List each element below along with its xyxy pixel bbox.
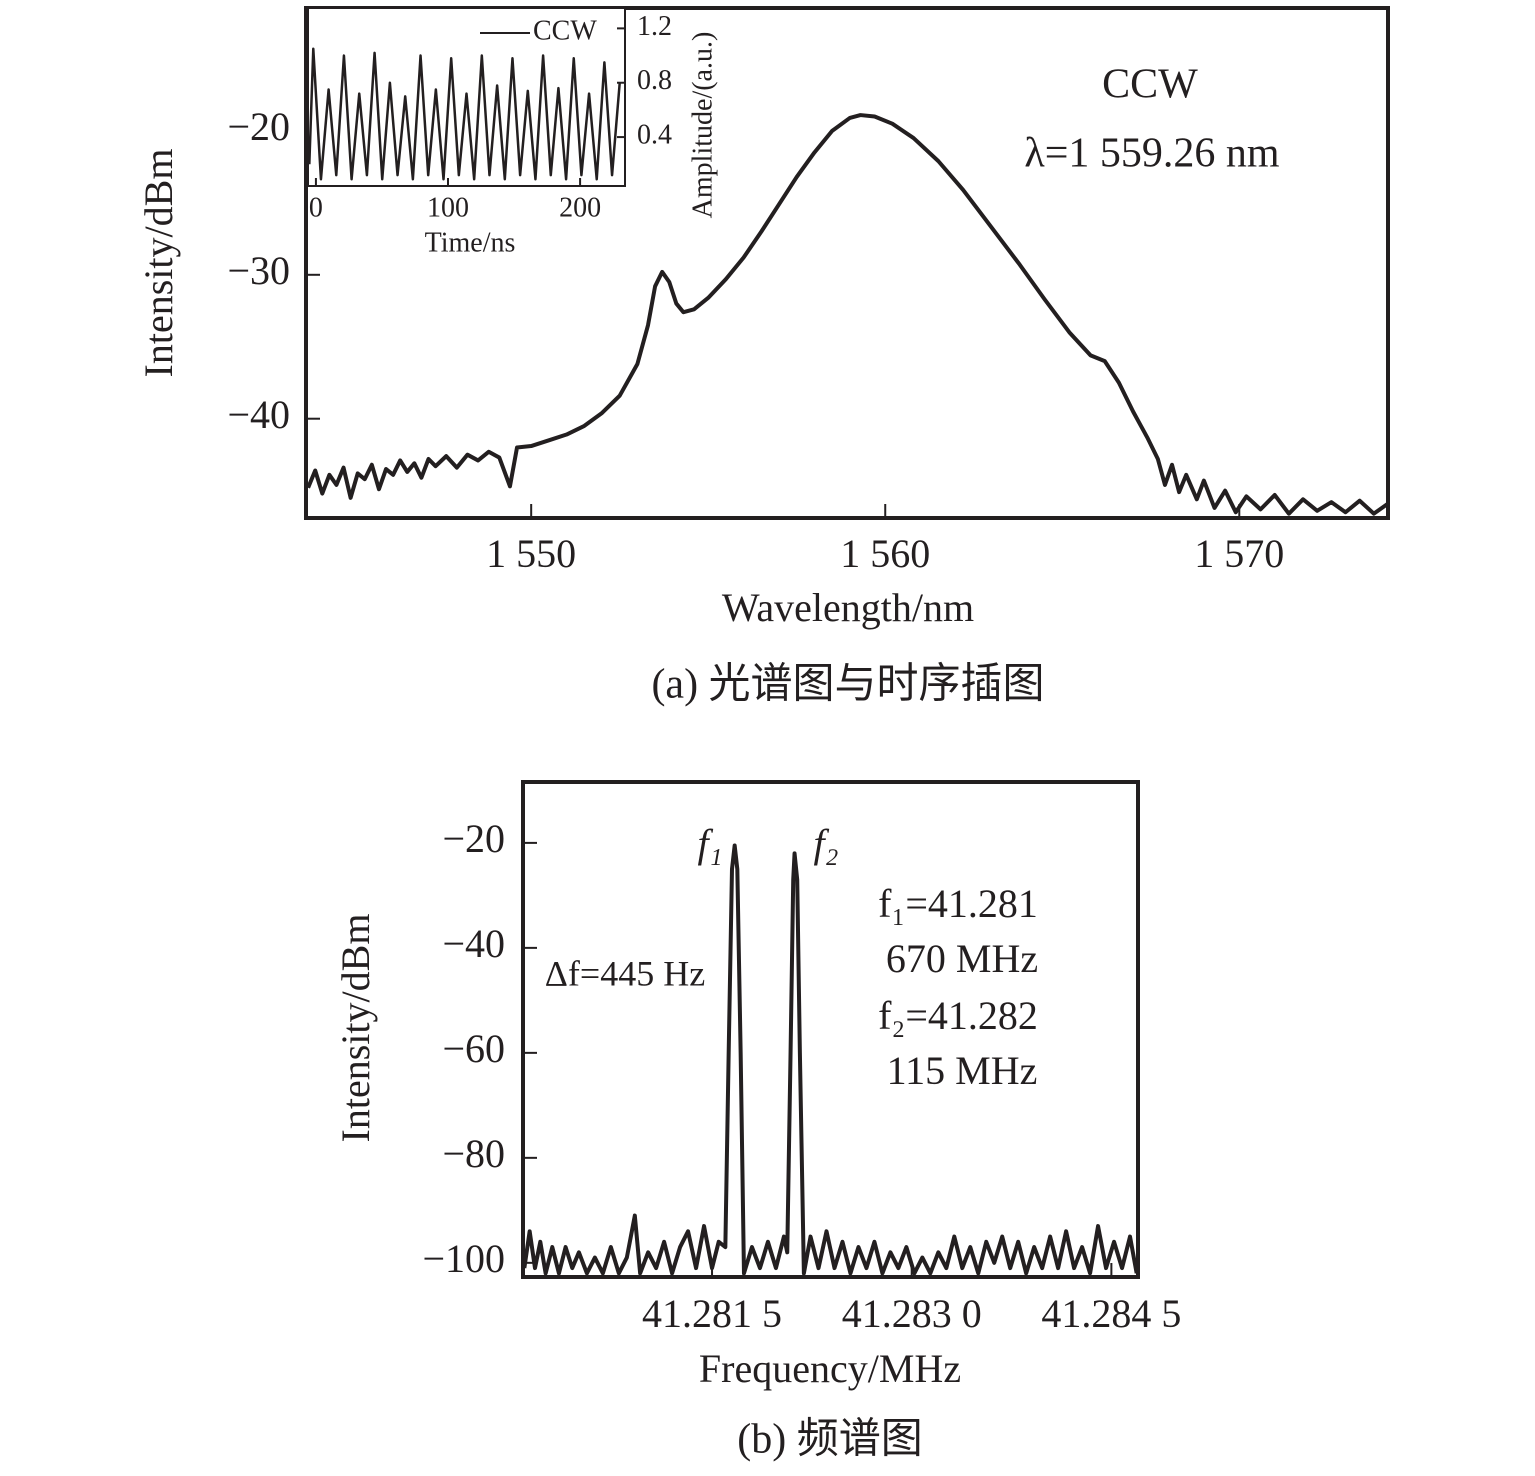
- plot-frame: [521, 780, 1140, 1279]
- y-axis-title: Intensity/dBm: [136, 149, 181, 378]
- caption: (a) 光谱图与时序插图: [651, 662, 1044, 708]
- x-axis-title: Wavelength/nm: [722, 585, 974, 630]
- data-line: [306, 113, 1390, 516]
- x-axis-title: Frequency/MHz: [699, 1346, 961, 1391]
- y-tick-label: −60: [442, 1026, 505, 1071]
- x-tick-label: 1 560: [840, 531, 930, 576]
- y-tick-label: 1.2: [637, 11, 672, 42]
- annotation: f₂=41.282: [878, 993, 1038, 1038]
- data-line: [522, 843, 1139, 1276]
- y-tick-label: 0.8: [637, 65, 672, 96]
- annotation: f₂: [813, 821, 838, 866]
- caption: (b) 频谱图: [737, 1417, 922, 1463]
- y-axis-title: Intensity/dBm: [333, 914, 378, 1143]
- annotation: f₁=41.281: [878, 881, 1038, 926]
- annotation: f₁: [697, 821, 722, 866]
- y-tick-label: −40: [442, 921, 505, 966]
- y-tick-label: 0.4: [637, 120, 672, 151]
- x-tick-label: 100: [427, 192, 469, 223]
- x-tick-label: 1 570: [1194, 531, 1284, 576]
- annotation: 670 MHz: [886, 936, 1038, 981]
- x-tick-label: 41.284 5: [1041, 1291, 1181, 1336]
- x-axis-title: Time/ns: [425, 227, 516, 258]
- x-tick-label: 41.283 0: [842, 1291, 982, 1336]
- data-line: [308, 47, 621, 181]
- y-tick-label: −40: [227, 392, 290, 437]
- annotation: λ=1 559.26 nm: [1024, 131, 1280, 177]
- y-tick-label: −30: [227, 248, 290, 293]
- y-tick-label: −80: [442, 1131, 505, 1176]
- y-tick-label: −20: [442, 816, 505, 861]
- x-tick-label: 1 550: [486, 531, 576, 576]
- y-tick-label: −100: [422, 1236, 505, 1281]
- annotation: 115 MHz: [887, 1048, 1038, 1093]
- x-tick-label: 41.281 5: [642, 1291, 782, 1336]
- y-tick-label: −20: [227, 104, 290, 149]
- annotation: Δf=445 Hz: [545, 953, 705, 993]
- y-axis-title: Amplitude/(a.u.): [687, 32, 718, 219]
- annotation: CCW: [1102, 62, 1198, 108]
- x-tick-label: 200: [559, 192, 601, 223]
- x-tick-label: 0: [309, 192, 323, 223]
- legend-label: CCW: [533, 15, 597, 46]
